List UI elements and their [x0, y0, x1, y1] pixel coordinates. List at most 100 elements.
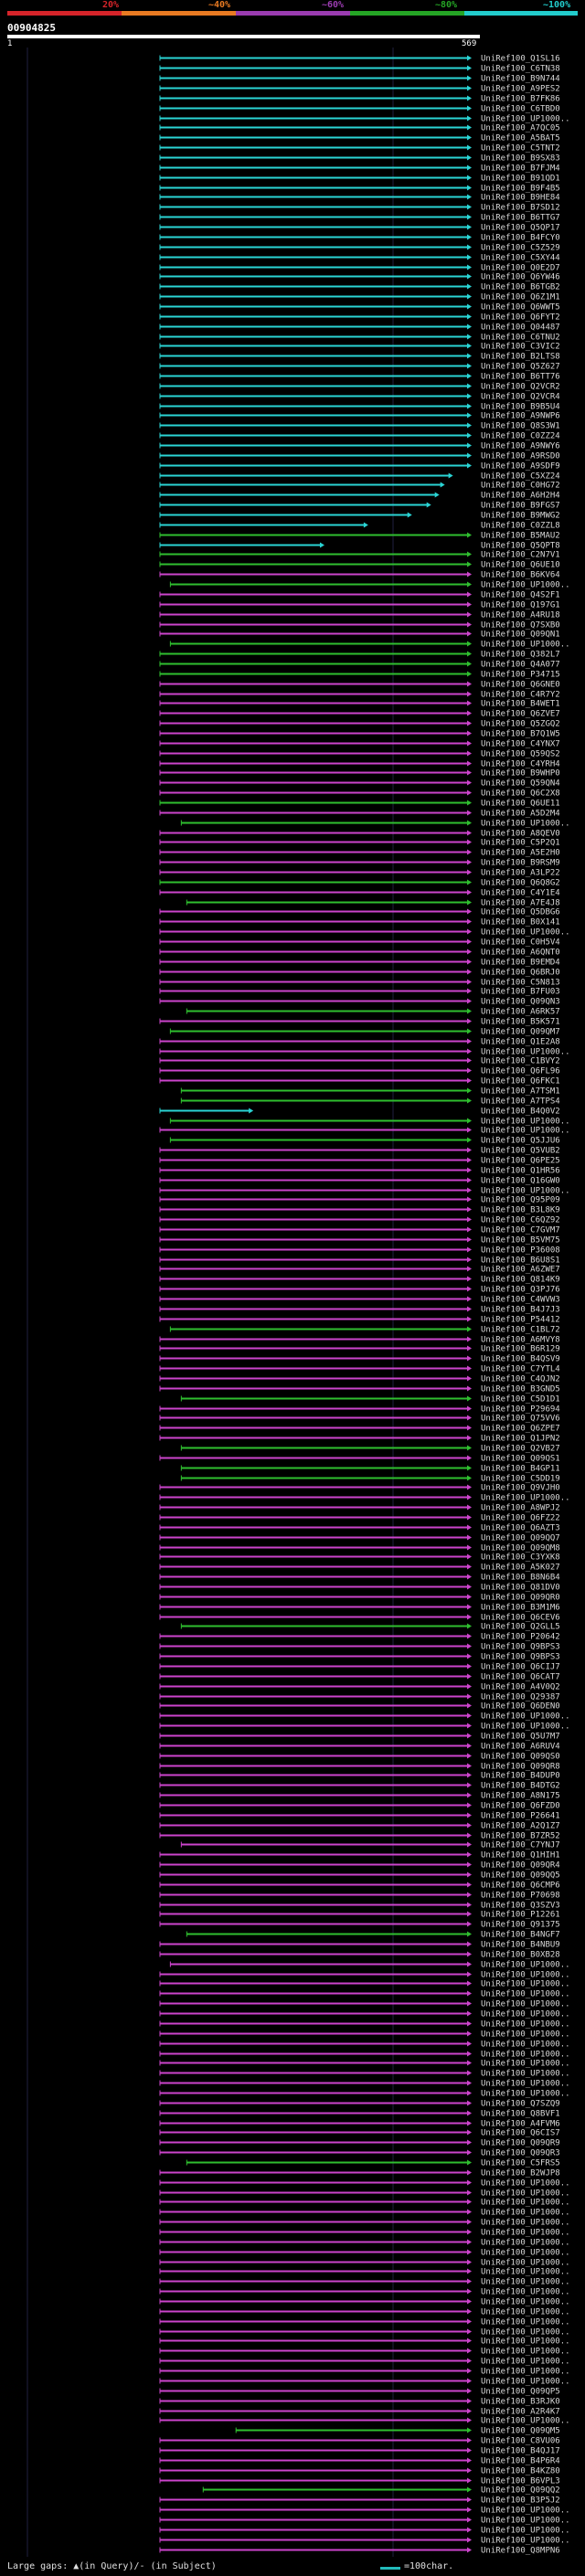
hit-id-label[interactable]: UniRef100_Q09QN3: [481, 998, 560, 1007]
hit-id-label[interactable]: UniRef100_Q09QR0: [481, 1594, 560, 1603]
hit-id-label[interactable]: UniRef100_C0H5V4: [481, 938, 560, 948]
hit-id-label[interactable]: UniRef100_A9NWP6: [481, 412, 560, 421]
hit-id-label[interactable]: UniRef100_C6TN38: [481, 65, 560, 74]
hit-id-label[interactable]: UniRef100_B7Q1W5: [481, 730, 560, 739]
hit-id-label[interactable]: UniRef100_Q6FKC1: [481, 1077, 560, 1087]
hit-id-label[interactable]: UniRef100_B4QJ17: [481, 2447, 560, 2456]
hit-id-label[interactable]: UniRef100_UP1000..: [481, 2328, 570, 2337]
hit-id-label[interactable]: UniRef100_A9PES2: [481, 85, 560, 94]
hit-id-label[interactable]: UniRef100_A8N175: [481, 1792, 560, 1801]
hit-id-label[interactable]: UniRef100_B9HE84: [481, 194, 560, 203]
hit-id-label[interactable]: UniRef100_Q2GLL5: [481, 1623, 560, 1632]
hit-id-label[interactable]: UniRef100_Q6FL96: [481, 1067, 560, 1076]
hit-id-label[interactable]: UniRef100_B7SD12: [481, 204, 560, 213]
hit-id-label[interactable]: UniRef100_B5K571: [481, 1018, 560, 1027]
hit-id-label[interactable]: UniRef100_UP1000..: [481, 2041, 570, 2050]
hit-id-label[interactable]: UniRef100_Q09QN1: [481, 631, 560, 640]
hit-id-label[interactable]: UniRef100_Q382L7: [481, 651, 560, 660]
hit-id-label[interactable]: UniRef100_P54412: [481, 1316, 560, 1325]
hit-id-label[interactable]: UniRef100_UP1000..: [481, 581, 570, 590]
hit-id-label[interactable]: UniRef100_B4KZ80: [481, 2467, 560, 2476]
hit-id-label[interactable]: UniRef100_B4DTG2: [481, 1782, 560, 1791]
hit-id-label[interactable]: UniRef100_B5MAU2: [481, 532, 560, 541]
hit-id-label[interactable]: UniRef100_B2WJP8: [481, 2169, 560, 2178]
hit-id-label[interactable]: UniRef100_A6ZWE7: [481, 1266, 560, 1275]
hit-id-label[interactable]: UniRef100_Q91375: [481, 1921, 560, 1930]
hit-id-label[interactable]: UniRef100_B3RJK0: [481, 2398, 560, 2407]
hit-id-label[interactable]: UniRef100_B4FCY0: [481, 234, 560, 243]
hit-id-label[interactable]: UniRef100_Q2VB27: [481, 1445, 560, 1454]
hit-id-label[interactable]: UniRef100_UP1000..: [481, 2378, 570, 2387]
hit-id-label[interactable]: UniRef100_B3GND5: [481, 1385, 560, 1394]
hit-id-label[interactable]: UniRef100_UP1000..: [481, 2030, 570, 2040]
hit-id-label[interactable]: UniRef100_Q09QS1: [481, 1455, 560, 1464]
hit-id-label[interactable]: UniRef100_Q6GNE0: [481, 681, 560, 690]
hit-id-label[interactable]: UniRef100_P34715: [481, 671, 560, 680]
hit-id-label[interactable]: UniRef100_Q2VCR2: [481, 383, 560, 392]
hit-id-label[interactable]: UniRef100_Q5ZGQ2: [481, 720, 560, 729]
hit-id-label[interactable]: UniRef100_A6QNT0: [481, 949, 560, 958]
hit-id-label[interactable]: UniRef100_A7TSM1: [481, 1087, 560, 1097]
hit-id-label[interactable]: UniRef100_Q6FZ22: [481, 1514, 560, 1523]
hit-id-label[interactable]: UniRef100_A7TPS4: [481, 1097, 560, 1107]
hit-id-label[interactable]: UniRef100_Q1HIH1: [481, 1851, 560, 1860]
hit-id-label[interactable]: UniRef100_UP1000..: [481, 1980, 570, 1989]
hit-id-label[interactable]: UniRef100_B3L8K9: [481, 1206, 560, 1215]
hit-id-label[interactable]: UniRef100_UP1000..: [481, 2090, 570, 2099]
hit-id-label[interactable]: UniRef100_UP1000..: [481, 2060, 570, 2069]
hit-id-label[interactable]: UniRef100_Q09QM5: [481, 2427, 560, 2436]
hit-id-label[interactable]: UniRef100_B8N6B4: [481, 1574, 560, 1583]
hit-id-label[interactable]: UniRef100_Q09QQ7: [481, 1534, 560, 1543]
hit-id-label[interactable]: UniRef100_C3YXK8: [481, 1553, 560, 1563]
hit-id-label[interactable]: UniRef100_Q04487: [481, 323, 560, 333]
hit-id-label[interactable]: UniRef100_Q5DBG6: [481, 908, 560, 917]
hit-id-label[interactable]: UniRef100_B6U8S1: [481, 1256, 560, 1266]
hit-id-label[interactable]: UniRef100_B9WHP0: [481, 769, 560, 779]
hit-id-label[interactable]: UniRef100_Q6YW46: [481, 273, 560, 282]
hit-id-label[interactable]: UniRef100_C6TNU2: [481, 334, 560, 343]
hit-id-label[interactable]: UniRef100_UP1000..: [481, 2010, 570, 2019]
hit-id-label[interactable]: UniRef100_C1BVY2: [481, 1057, 560, 1066]
hit-id-label[interactable]: UniRef100_P29694: [481, 1405, 560, 1415]
hit-id-label[interactable]: UniRef100_A2R4K7: [481, 2408, 560, 2417]
hit-id-label[interactable]: UniRef100_Q6UE10: [481, 561, 560, 570]
hit-id-label[interactable]: UniRef100_P20642: [481, 1633, 560, 1642]
hit-id-label[interactable]: UniRef100_Q2VCR4: [481, 393, 560, 402]
hit-id-label[interactable]: UniRef100_B4J7J3: [481, 1306, 560, 1315]
hit-id-label[interactable]: UniRef100_UP1000..: [481, 1127, 570, 1136]
hit-id-label[interactable]: UniRef100_Q3SZV3: [481, 1902, 560, 1911]
hit-id-label[interactable]: UniRef100_B9MWG2: [481, 512, 560, 521]
hit-id-label[interactable]: UniRef100_UP1000..: [481, 2229, 570, 2238]
hit-id-label[interactable]: UniRef100_C4R7Y2: [481, 691, 560, 700]
hit-id-label[interactable]: UniRef100_C5FRS5: [481, 2159, 560, 2168]
hit-id-label[interactable]: UniRef100_Q09QR9: [481, 2139, 560, 2148]
hit-id-label[interactable]: UniRef100_UP1000..: [481, 2527, 570, 2536]
hit-id-label[interactable]: UniRef100_A4FVM6: [481, 2120, 560, 2129]
hit-id-label[interactable]: UniRef100_P36008: [481, 1246, 560, 1256]
hit-id-label[interactable]: UniRef100_A6MVY8: [481, 1336, 560, 1345]
hit-id-label[interactable]: UniRef100_C5D1D1: [481, 1395, 560, 1405]
hit-id-label[interactable]: UniRef100_UP1000..: [481, 1494, 570, 1503]
hit-id-label[interactable]: UniRef100_C3VIC2: [481, 343, 560, 352]
hit-id-label[interactable]: UniRef100_B4QSV9: [481, 1355, 560, 1364]
hit-id-label[interactable]: UniRef100_B4GP11: [481, 1465, 560, 1474]
hit-id-label[interactable]: UniRef100_Q8S3W1: [481, 422, 560, 431]
hit-id-label[interactable]: UniRef100_Q09QQ2: [481, 2486, 560, 2496]
hit-id-label[interactable]: UniRef100_UP1000..: [481, 1961, 570, 1970]
hit-id-label[interactable]: UniRef100_UP1000..: [481, 2348, 570, 2357]
hit-id-label[interactable]: UniRef100_Q6UE11: [481, 800, 560, 809]
hit-id-label[interactable]: UniRef100_UP1000..: [481, 2417, 570, 2426]
hit-id-label[interactable]: UniRef100_UP1000..: [481, 2080, 570, 2089]
hit-id-label[interactable]: UniRef100_UP1000..: [481, 1187, 570, 1196]
hit-id-label[interactable]: UniRef100_B4WET1: [481, 700, 560, 709]
hit-id-label[interactable]: UniRef100_A8WPJ2: [481, 1504, 560, 1513]
hit-id-label[interactable]: UniRef100_B9N744: [481, 75, 560, 84]
hit-id-label[interactable]: UniRef100_C5DD19: [481, 1475, 560, 1484]
hit-id-label[interactable]: UniRef100_Q6FZD0: [481, 1802, 560, 1811]
hit-id-label[interactable]: UniRef100_UP1000..: [481, 928, 570, 938]
hit-id-label[interactable]: UniRef100_UP1000..: [481, 2337, 570, 2347]
hit-id-label[interactable]: UniRef100_B3P5J2: [481, 2496, 560, 2506]
hit-id-label[interactable]: UniRef100_A4RU18: [481, 611, 560, 620]
hit-id-label[interactable]: UniRef100_Q75VV6: [481, 1415, 560, 1424]
hit-id-label[interactable]: UniRef100_C0HG72: [481, 482, 560, 491]
